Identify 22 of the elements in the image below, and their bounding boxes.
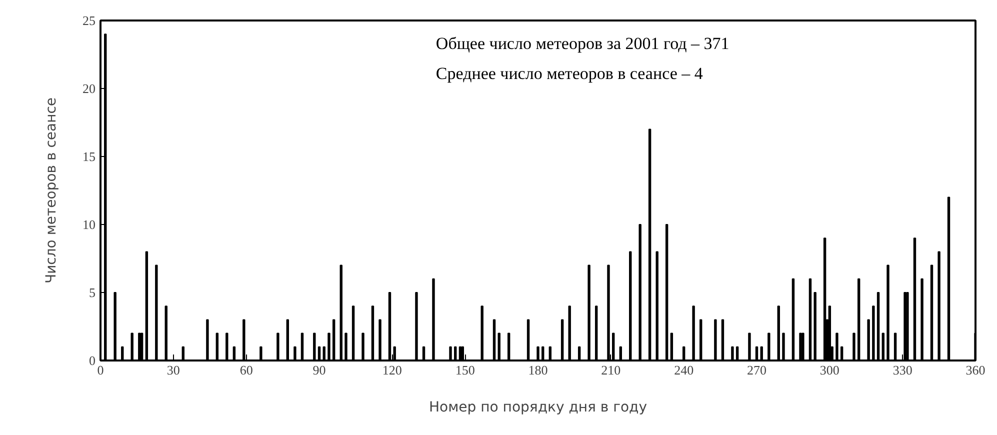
annotation: Общее число метеоров за 2001 год – 371 (436, 34, 730, 54)
x-tick-label: 150 (455, 362, 475, 378)
y-tick-label: 15 (82, 149, 96, 164)
y-axis-title: Число метеоров в сеансе (44, 97, 60, 284)
x-tick-label: 270 (747, 362, 766, 378)
y-tick-label: 25 (82, 13, 96, 28)
y-tick-label: 10 (82, 217, 96, 232)
annotation: Среднее число метеоров в сеансе – 4 (436, 64, 704, 84)
x-tick-label: 240 (674, 362, 694, 378)
x-tick-label: 210 (601, 362, 621, 378)
y-tick-label: 5 (89, 285, 96, 300)
x-tick-label: 300 (820, 362, 840, 378)
x-tick-label: 330 (892, 362, 912, 378)
x-tick-label: 360 (966, 362, 986, 378)
y-tick-label: 0 (89, 353, 96, 368)
y-tick-label: 20 (82, 81, 96, 96)
x-tick-label: 90 (312, 362, 326, 378)
x-tick-label: 60 (240, 362, 253, 378)
x-tick-label: 180 (528, 362, 548, 378)
x-tick-label: 30 (166, 362, 180, 378)
x-tick-label: 120 (382, 362, 402, 378)
x-axis-title: Номер по порядку дня в году (429, 400, 647, 416)
